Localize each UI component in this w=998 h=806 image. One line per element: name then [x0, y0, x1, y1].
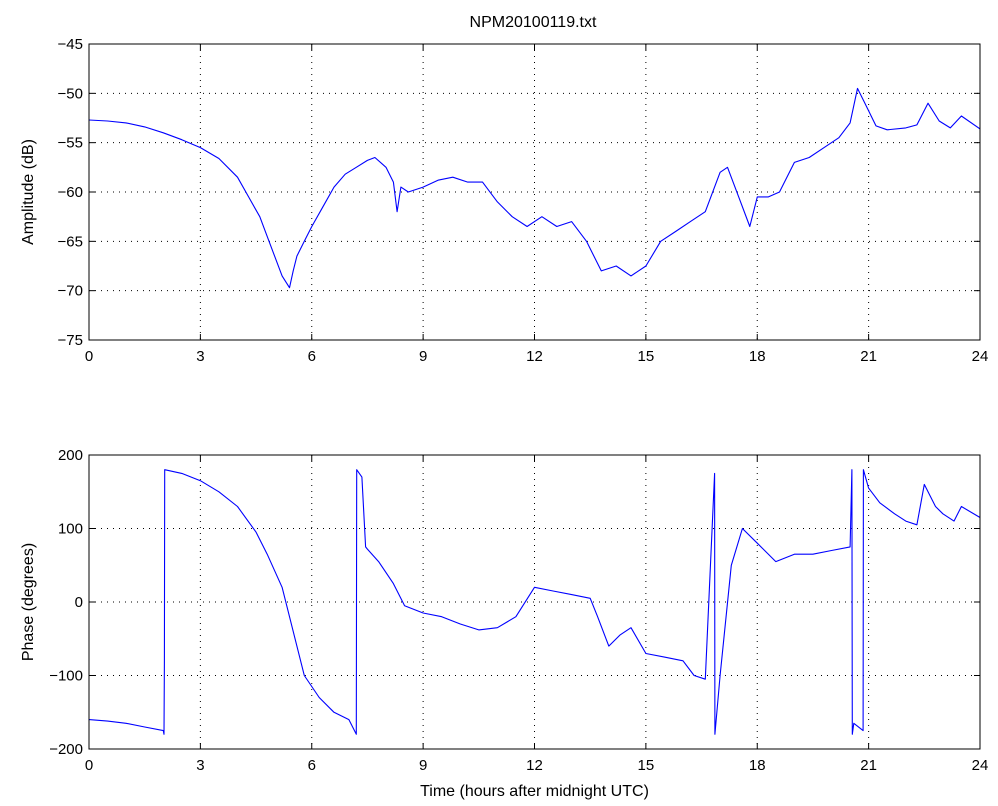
x-tick-label: 24 [972, 348, 989, 365]
x-tick-label: 18 [749, 757, 766, 774]
x-tick-label: 0 [85, 348, 93, 365]
y-tick-label: −100 [49, 668, 83, 685]
x-tick-label: 21 [860, 348, 877, 365]
y-tick-label: −55 [58, 135, 83, 152]
y-axis-label: Amplitude (dB) [20, 139, 37, 245]
y-tick-label: −75 [58, 332, 83, 349]
axes-box [88, 454, 981, 750]
x-tick-label: 6 [308, 757, 316, 774]
y-tick-label: −200 [49, 741, 83, 758]
y-axis-label: Phase (degrees) [20, 543, 37, 661]
x-tick-label: 18 [749, 348, 766, 365]
x-tick-label: 0 [85, 757, 93, 774]
x-tick-label: 15 [638, 757, 655, 774]
series-line [88, 469, 981, 735]
x-tick-label: 6 [308, 348, 316, 365]
x-tick-label: 12 [526, 757, 543, 774]
chart-title: NPM20100119.txt [470, 14, 597, 31]
x-tick-label: 9 [419, 757, 427, 774]
series-line [88, 87, 981, 289]
x-tick-label: 3 [196, 757, 204, 774]
x-tick-label: 9 [419, 348, 427, 365]
x-axis-label: Time (hours after midnight UTC) [420, 783, 649, 800]
y-tick-label: −65 [58, 233, 83, 250]
y-tick-label: 0 [75, 594, 83, 611]
y-tick-label: −60 [58, 184, 83, 201]
amplitude-plot: 0 3 6 9 12 15 18 21 24 −75 −70 −65 −60 −55 −50 −45 Ampli… [20, 36, 988, 365]
y-tick-label: 100 [58, 521, 83, 538]
axes-box [88, 43, 981, 341]
x-tick-label: 15 [638, 348, 655, 365]
x-tick-label: 24 [972, 757, 989, 774]
y-tick-label: −70 [58, 283, 83, 300]
phase-plot: 0 3 6 9 12 15 18 21 24 −200 −100 0 100 200 Phase (degr… [20, 447, 988, 800]
x-tick-label: 21 [860, 757, 877, 774]
x-tick-label: 12 [526, 348, 543, 365]
y-tick-label: 200 [58, 447, 83, 464]
y-tick-label: −50 [58, 85, 83, 102]
x-tick-label: 3 [196, 348, 204, 365]
y-tick-label: −45 [58, 36, 83, 53]
